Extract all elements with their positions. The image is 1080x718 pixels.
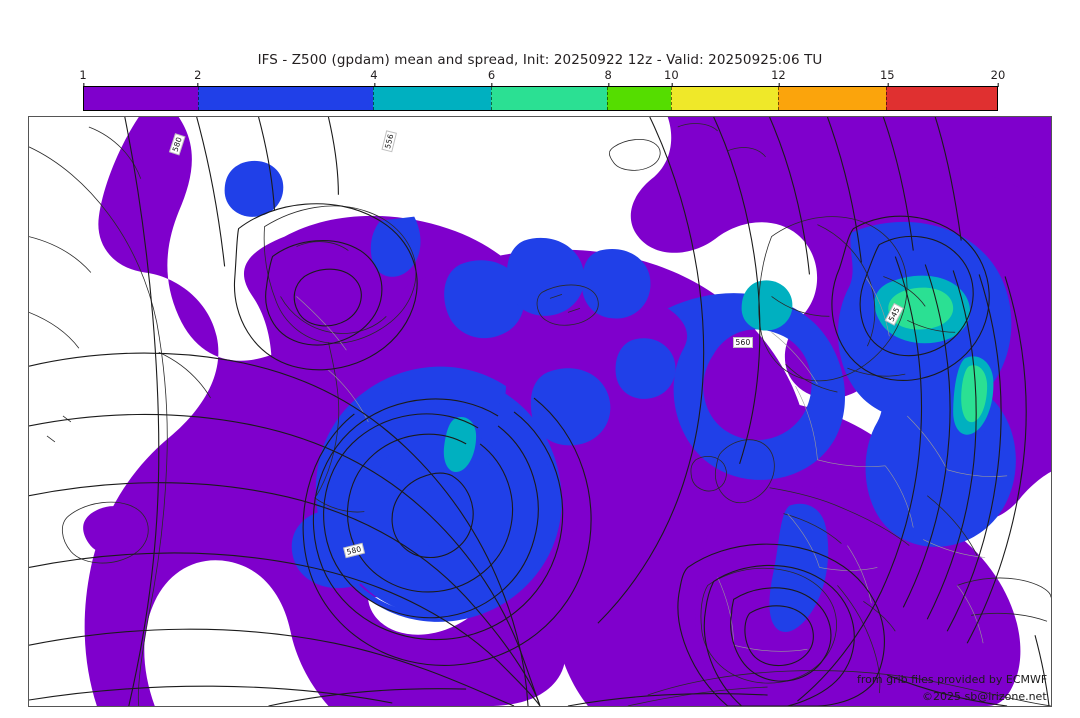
tick-mark: [197, 83, 199, 87]
colorbar-tick-2: 2: [194, 68, 201, 87]
contour-label: 560: [733, 337, 753, 348]
page-title: IFS - Z500 (gpdam) mean and spread, Init…: [257, 52, 823, 68]
spread-fill-spring-green: [888, 287, 988, 423]
colorbar-segment-spring-green: [490, 87, 608, 110]
tick-mark: [608, 83, 610, 87]
colorbar-segment-yellow: [670, 87, 778, 110]
tick-mark: [491, 83, 493, 87]
tick-mark: [82, 83, 84, 87]
colorbar-segment-orange: [777, 87, 887, 110]
colorbar-tick-15: 15: [880, 68, 895, 87]
source-credit: from grib files provided by ECMWF: [857, 673, 1048, 686]
colorbar-tick-10: 10: [664, 68, 679, 87]
copyright-credit: ©2025 sb@irizone.net: [922, 690, 1047, 703]
colorbar-tick-8: 8: [605, 68, 612, 87]
colorbar-strip: [83, 86, 998, 111]
map-panel[interactable]: 580 556 580 560 545: [28, 116, 1052, 707]
coastlines: [29, 123, 1051, 706]
colorbar-tick-12: 12: [771, 68, 786, 87]
tick-mark: [887, 83, 889, 87]
map-canvas: [29, 117, 1051, 706]
colorbar-segment-blue: [197, 87, 374, 110]
tick-mark: [671, 83, 673, 87]
colorbar-tick-6: 6: [488, 68, 495, 87]
colorbar-segment-purple: [84, 87, 198, 110]
colorbar-tick-4: 4: [370, 68, 378, 87]
tick-mark: [778, 83, 780, 87]
colorbar-segment-teal: [373, 87, 491, 110]
colorbar-tick-20: 20: [991, 68, 1005, 87]
colorbar-tick-1: 1: [79, 68, 87, 87]
z500-contours: [29, 117, 1050, 706]
colorbar-ticks: 1 2 4 6 8 10 12 15 20: [79, 68, 1005, 87]
colorbar-segment-red: [886, 87, 997, 110]
colorbar: 1 2 4 6 8 10 12 15 20: [79, 68, 1005, 111]
colorbar-segment-green: [607, 87, 671, 110]
tick-mark: [373, 83, 375, 87]
country-borders: [296, 276, 1008, 652]
tick-mark: [997, 83, 999, 87]
